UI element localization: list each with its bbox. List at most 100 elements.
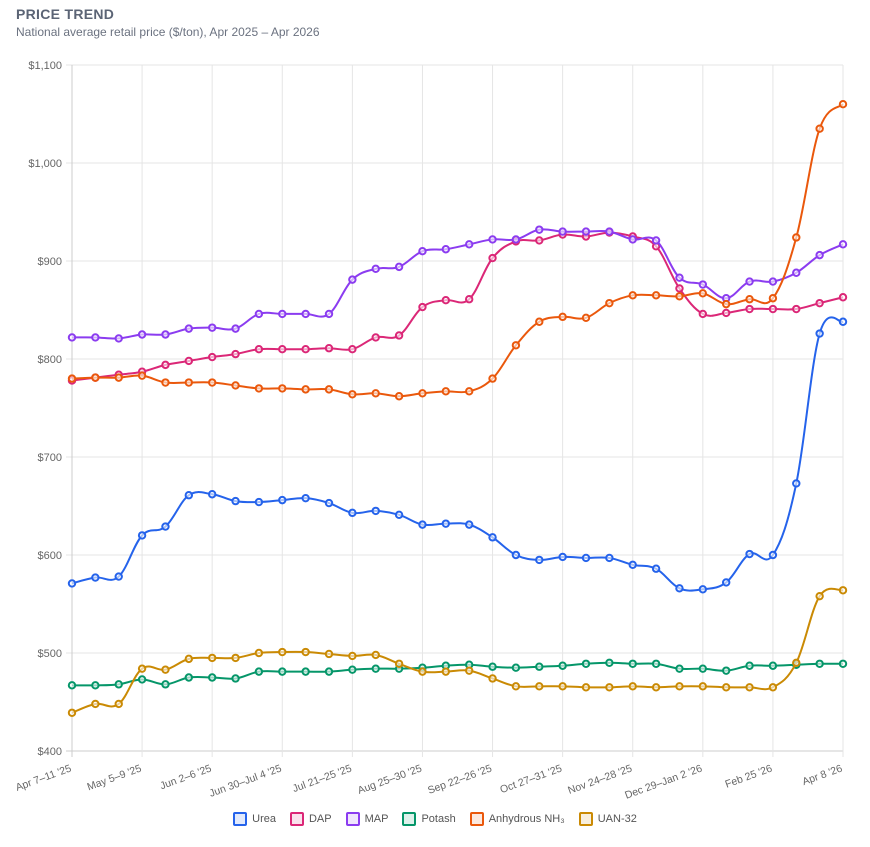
x-tick-label: May 5–9 '25	[86, 762, 144, 793]
data-point-map	[698, 280, 708, 289]
data-point-map	[67, 333, 77, 342]
data-point-potash	[511, 663, 521, 672]
chart-subtitle: National average retail price ($/ton), A…	[16, 25, 320, 39]
legend-item-anhydrous-nh-[interactable]: Anhydrous NH₃	[469, 812, 565, 826]
data-point-anhydrous-nh-	[651, 291, 661, 300]
data-point-uan-32	[558, 682, 567, 691]
y-tick-label: $900	[38, 256, 62, 268]
legend-item-map[interactable]: MAP	[345, 812, 388, 826]
data-point-anhydrous-nh-	[301, 385, 310, 394]
data-point-map	[815, 250, 824, 260]
data-point-potash	[324, 667, 334, 676]
series-line-anhydrous-nh-	[71, 103, 844, 398]
data-point-uan-32	[815, 591, 824, 601]
price-trend-chart: $400 $500 $600 $700 $800 $900 $1,000 $1,100 Apr …	[14, 60, 848, 802]
data-point-dap	[371, 333, 380, 342]
data-point-urea	[301, 493, 310, 503]
data-point-dap	[441, 296, 451, 305]
legend-swatch	[289, 812, 304, 826]
data-point-anhydrous-nh-	[745, 295, 754, 304]
data-point-dap	[745, 304, 754, 314]
data-point-anhydrous-nh-	[114, 373, 123, 382]
data-point-anhydrous-nh-	[464, 387, 474, 396]
data-point-dap	[535, 236, 544, 245]
data-point-anhydrous-nh-	[698, 289, 708, 298]
data-point-dap	[324, 344, 334, 353]
data-point-potash	[231, 674, 240, 683]
data-point-potash	[605, 658, 614, 667]
x-tick-label: Dec 29–Jan 2 '26	[623, 762, 704, 801]
data-point-map	[535, 225, 544, 234]
data-point-map	[605, 227, 614, 236]
data-point-urea	[721, 578, 731, 587]
data-point-uan-32	[581, 683, 591, 692]
data-point-uan-32	[441, 667, 451, 676]
data-point-dap	[675, 284, 684, 293]
legend-item-urea[interactable]: Urea	[233, 812, 276, 826]
legend-label: Anhydrous NH₃	[488, 813, 565, 825]
data-point-urea	[651, 564, 661, 573]
data-point-map	[348, 275, 357, 284]
data-point-map	[254, 309, 264, 319]
data-point-dap	[301, 345, 310, 354]
data-point-uan-32	[207, 653, 217, 663]
y-tick-label: $700	[38, 452, 62, 464]
data-point-anhydrous-nh-	[348, 390, 357, 399]
data-point-uan-32	[511, 682, 521, 691]
data-point-potash	[137, 675, 147, 684]
data-point-dap	[838, 293, 848, 302]
y-tick-label: $1,000	[28, 158, 62, 170]
legend-item-potash[interactable]: Potash	[402, 812, 456, 826]
data-point-urea	[768, 550, 778, 560]
data-point-potash	[278, 667, 287, 676]
data-point-map	[581, 227, 591, 236]
data-point-anhydrous-nh-	[207, 378, 217, 387]
legend-item-uan-32[interactable]: UAN-32	[578, 812, 637, 826]
data-point-urea	[815, 329, 824, 338]
legend-item-dap[interactable]: DAP	[289, 812, 332, 826]
legend: Urea DAP MAP Potash Anhydrous NH₃ UAN-32	[0, 812, 870, 826]
data-point-uan-32	[628, 682, 637, 691]
data-point-uan-32	[721, 683, 731, 692]
data-point-dap	[184, 356, 194, 366]
data-point-urea	[254, 497, 264, 507]
data-point-urea	[114, 572, 123, 581]
data-point-anhydrous-nh-	[184, 378, 194, 387]
data-point-anhydrous-nh-	[488, 374, 497, 383]
data-point-map	[137, 330, 147, 339]
data-point-uan-32	[254, 648, 264, 658]
data-point-potash	[91, 681, 100, 690]
data-point-dap	[161, 360, 170, 370]
data-point-urea	[418, 520, 427, 529]
data-point-potash	[535, 662, 544, 671]
data-point-uan-32	[278, 647, 287, 657]
data-point-dap	[394, 331, 404, 340]
x-tick-label: Oct 27–31 '25	[498, 762, 563, 796]
data-point-dap	[464, 295, 474, 304]
legend-label: UAN-32	[597, 813, 637, 825]
data-point-map	[394, 262, 404, 272]
x-tick-label: Jun 2–6 '25	[158, 762, 213, 792]
data-point-map	[371, 264, 380, 274]
data-point-dap	[488, 253, 497, 263]
data-point-urea	[394, 510, 404, 520]
legend-swatch	[233, 812, 248, 826]
data-point-map	[768, 277, 778, 286]
data-point-potash	[698, 664, 708, 673]
legend-label: Urea	[252, 813, 276, 825]
data-point-uan-32	[605, 683, 614, 692]
x-tick-label: Jun 30–Jul 4 '25	[208, 762, 284, 799]
x-tick-label: Apr 8 '26	[801, 762, 844, 788]
data-point-urea	[371, 506, 380, 516]
data-point-map	[838, 240, 848, 249]
data-point-urea	[698, 585, 708, 594]
x-tick-label: Aug 25–30 '25	[356, 762, 424, 796]
data-point-anhydrous-nh-	[838, 100, 848, 109]
data-point-anhydrous-nh-	[254, 384, 264, 393]
data-point-anhydrous-nh-	[371, 389, 380, 398]
data-point-uan-32	[488, 674, 497, 683]
data-point-anhydrous-nh-	[394, 392, 404, 401]
data-point-uan-32	[301, 647, 310, 657]
data-point-dap	[207, 352, 217, 362]
data-point-urea	[535, 555, 544, 565]
